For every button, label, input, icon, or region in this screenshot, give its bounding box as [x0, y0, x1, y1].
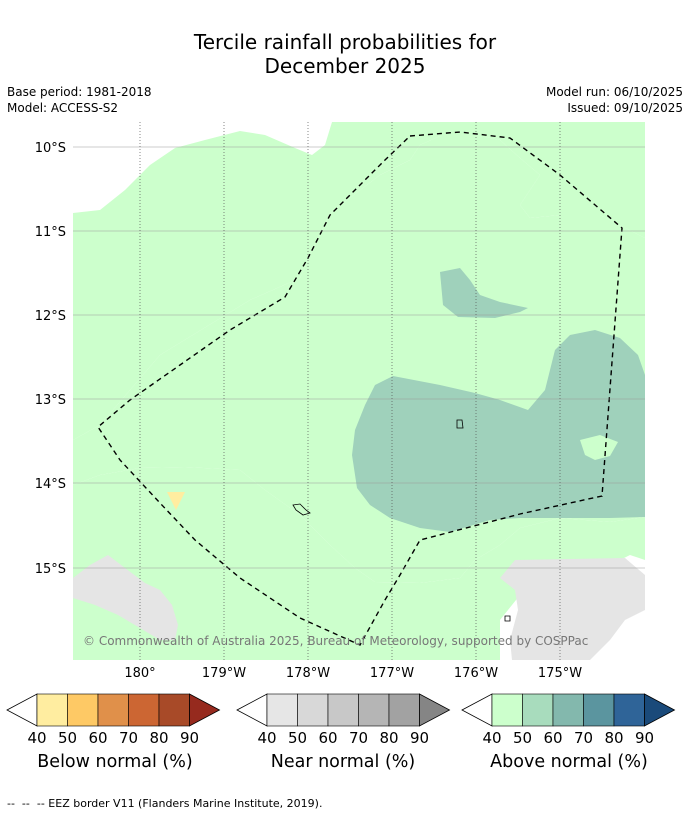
colorbar-segment [266, 693, 298, 727]
colorbars: 40 50 60 70 80 90 40 50 60 70 80 90 40 50 60 70 80 90 [6, 693, 676, 747]
meta-left: Base period: 1981-2018 Model: ACCESS-S2 [7, 84, 152, 116]
colorbar-tick-label: 70 [119, 729, 138, 747]
below-normal-50-region [167, 492, 185, 510]
model-name: Model: ACCESS-S2 [7, 101, 119, 115]
colorbar-tick-label: 80 [149, 729, 168, 747]
colorbar-segment [613, 693, 645, 727]
colorbar-segment [583, 693, 615, 727]
colorbar-tick-label: 70 [349, 729, 368, 747]
colorbar-segment [97, 693, 129, 727]
colorbar-high-arrow [189, 693, 221, 727]
latitude-label: 15°S [35, 562, 66, 577]
above-normal-50-region [73, 122, 645, 440]
above-normal-60-region [352, 330, 645, 532]
copyright-notice: © Commonwealth of Australia 2025, Bureau… [83, 634, 588, 648]
colorbar-segment [297, 693, 329, 727]
above-normal-title: Above normal (%) [490, 752, 648, 772]
colorbar-tick-label: 40 [27, 729, 46, 747]
colorbar-tick-label: 90 [635, 729, 654, 747]
graticule [73, 122, 645, 660]
map-title: Tercile rainfall probabilities for Decem… [0, 30, 690, 78]
below-normal-title: Below normal (%) [37, 752, 193, 772]
colorbar: 40 50 60 70 80 90 [236, 693, 451, 747]
island-outline [292, 503, 311, 516]
longitude-labels: 180° 179°W 178°W 177°W 176°W 175°W [124, 666, 582, 681]
island-outline [456, 419, 464, 429]
base-period: Base period: 1981-2018 [7, 85, 152, 99]
latitude-label: 12°S [35, 309, 66, 324]
colorbar: 40 50 60 70 80 90 [461, 693, 676, 747]
colorbar-tick-label: 80 [604, 729, 623, 747]
colorbar-segment [522, 693, 554, 727]
eez-border [97, 131, 623, 646]
near-normal-region [500, 558, 645, 660]
colorbar-tick-label: 80 [379, 729, 398, 747]
latitude-label: 10°S [35, 141, 66, 156]
colorbar-segment [388, 693, 420, 727]
colorbar-tick-label: 50 [58, 729, 77, 747]
colorbar-high-arrow [419, 693, 451, 727]
colorbar-tick-label: 40 [482, 729, 501, 747]
above-normal-60-region [440, 268, 528, 318]
colorbar-tick-label: 90 [180, 729, 199, 747]
island-outline [504, 615, 511, 622]
colorbar-segment [552, 693, 584, 727]
longitude-label: 180° [124, 666, 155, 681]
colorbar-segment [358, 693, 390, 727]
colorbar-segment [158, 693, 190, 727]
latitude-label: 13°S [35, 393, 66, 408]
title-line-1: Tercile rainfall probabilities for [193, 30, 497, 54]
latitude-label: 14°S [35, 477, 66, 492]
map-regions [73, 122, 645, 660]
colorbar-high-arrow [644, 693, 676, 727]
colorbar-tick-label: 50 [513, 729, 532, 747]
colorbar-tick-label: 50 [288, 729, 307, 747]
colorbar-low-arrow [236, 693, 268, 727]
longitude-label: 177°W [370, 666, 414, 681]
colorbar-tick-label: 60 [318, 729, 337, 747]
near-normal-region [73, 555, 178, 640]
eez-legend: -- -- -- EEZ border V11 (Flanders Marine… [7, 797, 323, 810]
above-normal-50-region [73, 467, 645, 660]
colorbar-low-arrow [6, 693, 38, 727]
colorbar-segment [67, 693, 99, 727]
longitude-label: 175°W [538, 666, 582, 681]
near-normal-title: Near normal (%) [270, 752, 416, 772]
colorbar-segment [128, 693, 160, 727]
colorbar-tick-label: 70 [574, 729, 593, 747]
colorbar-segment [36, 693, 68, 727]
title-line-2: December 2025 [264, 54, 426, 78]
latitude-label: 11°S [35, 225, 66, 240]
colorbar-tick-label: 40 [257, 729, 276, 747]
meta-right: Model run: 06/10/2025 Issued: 09/10/2025 [546, 84, 683, 116]
colorbar-tick-label: 60 [88, 729, 107, 747]
model-run: Model run: 06/10/2025 [545, 85, 683, 99]
issued-date: Issued: 09/10/2025 [567, 101, 683, 115]
colorbar: 40 50 60 70 80 90 [6, 693, 221, 747]
colorbar-tick-label: 60 [543, 729, 562, 747]
longitude-label: 176°W [454, 666, 498, 681]
forecast-map: 10°S11°S12°S13°S14°S15°S 180° 179°W 178°W 1… [6, 122, 676, 747]
colorbar-segment [327, 693, 359, 727]
colorbar-low-arrow [461, 693, 493, 727]
colorbar-tick-label: 90 [410, 729, 429, 747]
longitude-label: 178°W [286, 666, 330, 681]
latitude-labels: 10°S 11°S 12°S 13°S 14°S 15°S [35, 141, 66, 577]
longitude-label: 179°W [202, 666, 246, 681]
above-normal-50-hole [580, 435, 618, 460]
colorbar-segment [491, 693, 523, 727]
